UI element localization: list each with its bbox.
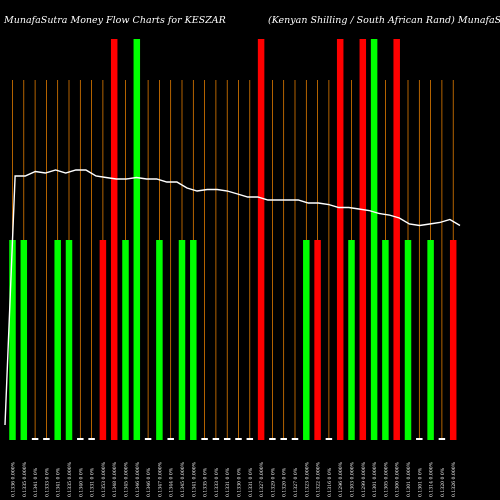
money-flow-bar <box>416 438 423 440</box>
money-flow-bar <box>31 438 39 440</box>
x-tick-label: 0.1341 0.000% <box>191 461 197 497</box>
money-flow-bar <box>110 39 118 440</box>
money-flow-bar <box>122 240 129 440</box>
x-tick-label: 0.1300 0.000% <box>395 461 401 497</box>
x-tick-label: 0.1301 0.000% <box>406 461 412 497</box>
x-tick-label: 0.1347 0.000% <box>157 461 163 497</box>
chart-title-left: MunafaSutra Money Flow Charts for KESZAR <box>3 15 226 26</box>
money-flow-bar <box>246 438 254 440</box>
money-flow-bar <box>54 240 61 440</box>
x-tick-label: 0.1353 0.000% <box>101 461 107 497</box>
money-flow-bar <box>449 240 457 440</box>
money-flow-bar <box>393 39 400 440</box>
money-flow-bar <box>190 240 197 440</box>
x-tick-label: 0.1333 0 0% <box>214 467 220 497</box>
money-flow-bar <box>20 240 28 440</box>
money-flow-bar <box>280 438 287 440</box>
money-flow-bar <box>404 240 412 440</box>
money-flow-bars <box>9 39 457 440</box>
money-flow-bar <box>336 39 344 440</box>
x-tick-label: 0.1320 0 0% <box>282 467 288 497</box>
x-tick-label: 0.1305 0.000% <box>383 461 389 497</box>
x-tick-label: 0.1301 0.000% <box>372 461 378 497</box>
x-tick-label: 0.1323 0.000% <box>304 461 310 497</box>
x-tick-label: 0.1330 0 0% <box>237 467 243 497</box>
x-tick-label: 0.1296 0.000% <box>338 461 344 497</box>
money-flow-bar <box>223 438 231 440</box>
x-tick-label: 0.1327 0.000% <box>259 461 265 497</box>
money-flow-bar <box>212 438 220 440</box>
money-flow-bar <box>201 438 208 440</box>
money-flow-bar <box>65 240 73 440</box>
money-flow-bar <box>359 39 367 440</box>
x-tick-label: 0.1331 0 0% <box>248 467 254 497</box>
money-flow-bar <box>144 438 152 440</box>
money-flow-line <box>4 169 461 426</box>
money-flow-bar <box>43 438 50 440</box>
x-tick-label: 0.1345 0.000% <box>124 461 130 497</box>
x-tick-label: 0.1345 0.000% <box>180 461 186 497</box>
x-tick-label: 0.1329 0 0% <box>270 467 276 497</box>
money-flow-bar <box>235 438 242 440</box>
chart-title-right: (Kenyan Shilling / South African Rand) M… <box>268 15 500 26</box>
money-flow-bar <box>88 438 95 440</box>
money-flow-bar <box>257 39 265 440</box>
money-flow-bar <box>314 240 321 440</box>
x-tick-label: 0.1333 0 0% <box>44 467 50 497</box>
x-tick-label: 0.1335 0.000% <box>22 461 28 497</box>
x-tick-label: 0.1327 0 0% <box>293 467 299 497</box>
money-flow-bar <box>438 438 446 440</box>
money-flow-bar <box>325 438 333 440</box>
money-flow-bar <box>167 438 174 440</box>
money-flow-bar <box>269 438 276 440</box>
x-tick-label: 0.1346 0 0% <box>146 467 152 497</box>
x-tick-labels: 0.1336 0.000% 0.1335 0.000% 0.1341 0 0% 0.1… <box>11 461 458 497</box>
x-tick-label: 0.1336 0.000% <box>11 461 17 497</box>
x-tick-label: 0.1331 0 0% <box>90 467 96 497</box>
x-tick-label: 0.1322 0.000% <box>316 461 322 497</box>
money-flow-bar <box>156 240 163 440</box>
money-flow-bar <box>427 240 434 440</box>
money-flow-bar <box>9 240 16 440</box>
x-tick-label: 0.1341 0 0% <box>33 467 39 497</box>
x-tick-label: 0.1314 0.000% <box>429 461 435 497</box>
x-tick-label: 0.1348 0.000% <box>112 461 118 497</box>
x-tick-label: 0.1341 0 0% <box>56 467 62 497</box>
x-tick-label: 0.1301 0 0% <box>417 467 423 497</box>
money-flow-bar <box>77 438 84 440</box>
money-flow-bar <box>348 240 355 440</box>
x-tick-label: 0.1340 0 0% <box>78 467 84 497</box>
x-tick-label: 0.1299 0.000% <box>361 461 367 497</box>
money-flow-bar <box>303 240 310 440</box>
x-tick-label: 0.1331 0 0% <box>225 467 231 497</box>
x-tick-label: 0.1344 0 0% <box>169 467 175 497</box>
money-flow-bar <box>133 39 141 440</box>
money-flow-bar <box>382 240 389 440</box>
x-tick-label: 0.1346 0.000% <box>135 461 141 497</box>
x-tick-label: 0.1320 0 0% <box>440 467 446 497</box>
x-tick-label: 0.1303 0.000% <box>350 461 356 497</box>
x-tick-label: 0.1326 0.000% <box>451 461 457 497</box>
x-tick-label: 0.1335 0 0% <box>203 467 209 497</box>
x-tick-label: 0.1335 0.000% <box>67 461 73 497</box>
money-flow-bar <box>370 39 378 440</box>
money-flow-bar <box>99 240 107 440</box>
money-flow-bar <box>178 240 186 440</box>
x-tick-label: 0.1316 0 0% <box>327 467 333 497</box>
money-flow-bar <box>291 438 299 440</box>
